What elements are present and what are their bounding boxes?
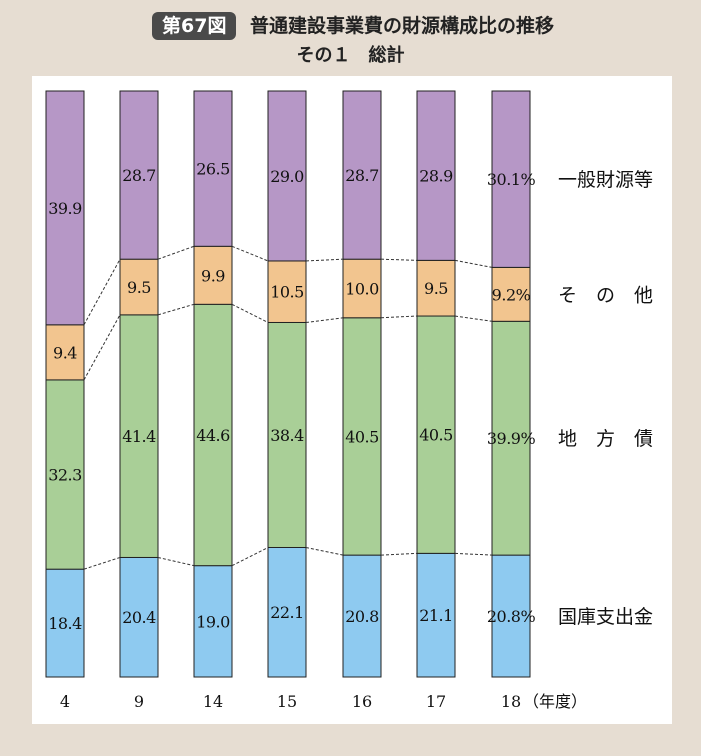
x-tick-label: 4	[60, 692, 70, 711]
legend-entry: 一般財源等	[558, 169, 653, 191]
connector-line	[231, 547, 269, 567]
connector-line	[454, 315, 493, 322]
bar-segment	[119, 90, 159, 260]
data-label: 39.9	[48, 199, 82, 218]
legend-entry: そ の 他	[558, 284, 653, 306]
bar-segment	[342, 90, 382, 260]
data-label: 9.4	[53, 343, 77, 362]
connector-line	[380, 258, 418, 261]
data-label: 32.3	[48, 466, 82, 485]
bar-segment	[119, 556, 159, 678]
data-label: 20.4	[122, 608, 156, 627]
data-label: 41.4	[122, 427, 156, 446]
bar-segment	[45, 379, 85, 570]
x-tick-label: 18	[501, 692, 521, 711]
bar-segment	[267, 90, 307, 262]
connector-line	[454, 552, 493, 556]
chart-panel: 18.4 32.3 9.4 39.9 20.4 41.4 9.5 28.7 19.0 44.6 9.…	[32, 76, 672, 724]
figure-number-badge: 第67図	[152, 12, 237, 40]
bar-segment	[45, 90, 85, 326]
bar-segment	[342, 554, 382, 678]
bar-segment	[267, 260, 307, 323]
data-label: 9.5	[127, 278, 151, 297]
data-label: 18.4	[48, 614, 82, 633]
figure-title: 普通建設事業費の財源構成比の推移	[250, 15, 555, 37]
data-label: 28.7	[345, 166, 379, 185]
bar-segment	[342, 317, 382, 556]
bar-segment	[193, 245, 233, 305]
connector-line	[231, 303, 269, 323]
data-label: 28.7	[122, 166, 156, 185]
connector-line	[83, 556, 121, 570]
bar-segment	[491, 320, 531, 556]
bar-segment	[45, 568, 85, 678]
stacked-bar-chart: 18.4 32.3 9.4 39.9 20.4 41.4 9.5 28.7 19.0 44.6 9.…	[45, 90, 653, 711]
connector-line	[83, 258, 121, 326]
connector-line	[380, 315, 418, 319]
data-label: 38.4	[270, 426, 304, 445]
connector-line	[305, 317, 344, 323]
bar-segment	[491, 90, 531, 268]
data-label: 9.9	[201, 266, 225, 285]
x-tick-label: 14	[203, 692, 223, 711]
bar-segment	[119, 258, 159, 316]
figure-header: 第67図 普通建設事業費の財源構成比の推移 その１ 総計	[0, 0, 701, 76]
bar-segment	[193, 303, 233, 567]
figure-subtitle: その１ 総計	[296, 45, 405, 66]
data-label: 10.5	[270, 283, 304, 302]
bar-segment	[416, 259, 456, 317]
connector-line	[380, 552, 418, 556]
data-label: 39.9%	[487, 429, 536, 448]
legend-entry: 地 方 債	[558, 428, 653, 450]
data-label: 44.6	[196, 426, 230, 445]
data-label: 20.8	[345, 607, 379, 626]
bar-segment	[491, 266, 531, 322]
connector-line	[157, 245, 195, 260]
data-label: 10.0	[345, 279, 379, 298]
connector-line	[231, 245, 269, 262]
x-unit-label: （年度）	[523, 692, 587, 711]
data-label: 40.5	[419, 426, 453, 445]
bar-segment	[119, 314, 159, 558]
data-label: 28.9	[419, 167, 453, 186]
data-label: 9.5	[424, 279, 448, 298]
x-tick-label: 16	[352, 692, 372, 711]
bar-segment	[416, 552, 456, 678]
bar-segment	[491, 554, 531, 678]
x-tick-label: 15	[277, 692, 297, 711]
x-tick-label: 17	[426, 692, 446, 711]
data-label: 21.1	[419, 606, 453, 625]
data-label: 19.0	[196, 612, 230, 631]
data-label: 26.5	[196, 160, 230, 179]
bar-segment	[267, 546, 307, 678]
connector-line	[454, 259, 493, 268]
data-label: 9.2%	[492, 285, 531, 304]
bar-segment	[416, 90, 456, 261]
connector-line	[305, 547, 344, 556]
data-label: 20.8%	[487, 607, 536, 626]
connector-line	[305, 258, 344, 262]
data-label: 40.5	[345, 427, 379, 446]
data-label: 29.0	[270, 167, 304, 186]
connector-line	[157, 303, 195, 316]
data-label: 22.1	[270, 603, 304, 622]
connector-line	[83, 314, 121, 381]
data-label: 30.1%	[487, 170, 536, 189]
bar-segment	[193, 565, 233, 678]
legend-entry: 国庫支出金	[558, 606, 653, 628]
bar-segment	[342, 258, 382, 319]
bar-segment	[193, 90, 233, 247]
x-tick-label: 9	[134, 692, 144, 711]
connector-line	[157, 556, 195, 567]
